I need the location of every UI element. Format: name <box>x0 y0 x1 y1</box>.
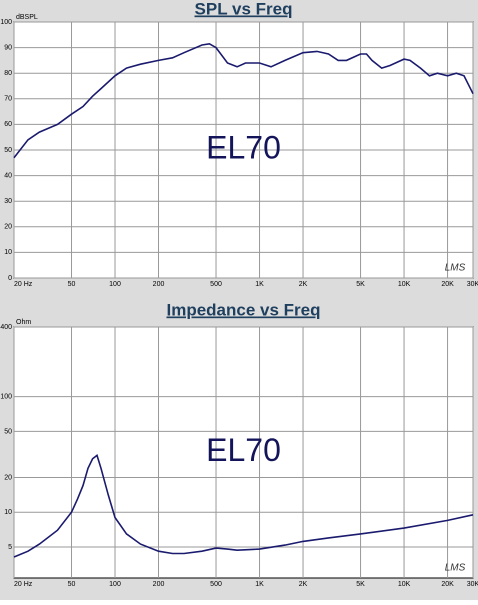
x-tick-label: 50 <box>68 281 76 288</box>
annotation: EL70 <box>206 432 281 468</box>
x-tick-label: 200 <box>153 281 165 288</box>
x-tick-label: 5K <box>356 281 365 288</box>
y-tick-label: 70 <box>4 96 12 103</box>
y-tick-label: 90 <box>4 44 12 51</box>
x-tick-label: 100 <box>109 281 121 288</box>
line-series <box>13 454 474 558</box>
y-tick-label: 40 <box>4 172 12 179</box>
chart-title: SPL vs Freq <box>195 0 293 18</box>
y-tick-label: 5 <box>8 544 12 551</box>
plot-area <box>13 326 474 579</box>
x-tick-label: 30K <box>467 281 478 288</box>
x-tick-label: 10K <box>398 281 411 288</box>
x-tick-label: 100 <box>109 581 121 588</box>
x-tick-label: 1K <box>255 281 264 288</box>
y-tick-label: 50 <box>4 147 12 154</box>
x-tick-label: 30K <box>467 581 478 588</box>
x-tick-label: 20K <box>441 281 454 288</box>
line-series <box>13 42 474 159</box>
x-tick-label: 2K <box>299 581 308 588</box>
x-tick-label: 2K <box>299 281 308 288</box>
annotation: LMS <box>445 563 466 574</box>
y-tick-label: 100 <box>0 19 12 26</box>
y-tick-label: 0 <box>8 275 12 282</box>
y-tick-label: 50 <box>4 428 12 435</box>
x-tick-label: 5K <box>356 581 365 588</box>
x-tick-label: 200 <box>153 581 165 588</box>
y-tick-label: 20 <box>4 224 12 231</box>
y-axis-label: dBSPL <box>16 14 38 21</box>
y-tick-label: 60 <box>4 121 12 128</box>
annotation: LMS <box>445 263 466 274</box>
y-axis-label: Ohm <box>16 319 31 326</box>
y-tick-label: 10 <box>4 249 12 256</box>
y-tick-label: 400 <box>0 324 12 331</box>
annotation: EL70 <box>206 129 281 165</box>
chart-title: Impedance vs Freq <box>166 300 320 319</box>
x-tick-label: 500 <box>210 281 222 288</box>
x-tick-label: 20 Hz <box>14 581 33 588</box>
x-tick-label: 500 <box>210 581 222 588</box>
y-tick-label: 80 <box>4 70 12 77</box>
x-tick-label: 20 Hz <box>14 281 33 288</box>
x-tick-label: 1K <box>255 581 264 588</box>
y-tick-label: 30 <box>4 198 12 205</box>
y-tick-label: 100 <box>0 393 12 400</box>
x-tick-label: 50 <box>68 581 76 588</box>
x-tick-label: 10K <box>398 581 411 588</box>
y-tick-label: 20 <box>4 474 12 481</box>
y-tick-label: 10 <box>4 509 12 516</box>
x-tick-label: 20K <box>441 581 454 588</box>
